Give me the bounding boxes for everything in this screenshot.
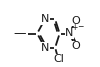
Text: Cl: Cl [53, 54, 64, 64]
Text: O: O [71, 41, 80, 51]
Text: O: O [71, 16, 80, 26]
Text: —: — [13, 27, 26, 40]
Text: N: N [41, 43, 49, 53]
Text: −: − [78, 22, 84, 31]
Text: +: + [71, 23, 77, 32]
Text: N: N [65, 28, 74, 39]
Text: N: N [41, 14, 49, 24]
